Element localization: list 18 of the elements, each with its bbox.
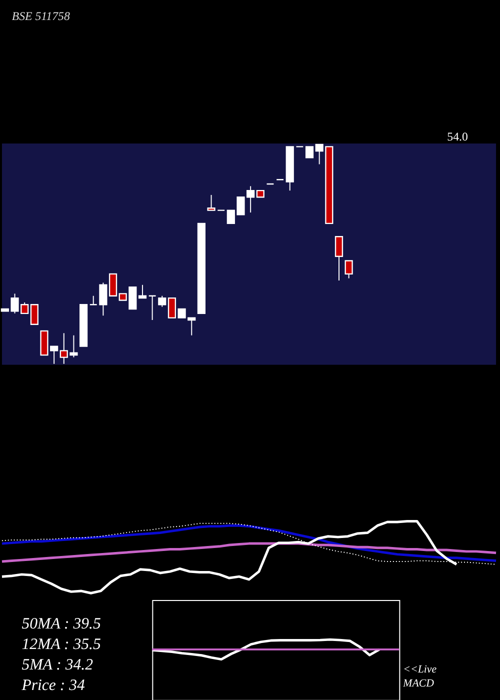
text: 54.0 — [447, 130, 468, 144]
candlestick — [138, 284, 147, 299]
candlestick — [207, 194, 216, 211]
chart-title: BSE 511758 — [12, 8, 70, 23]
candlestick — [89, 295, 98, 306]
candlestick — [158, 295, 166, 308]
text: Price : 34 — [20, 677, 86, 694]
text: 5MA : 34.2 — [22, 656, 94, 674]
candlestick — [108, 273, 118, 296]
candlestick — [305, 146, 314, 158]
candlestick — [99, 282, 108, 316]
candlestick — [148, 295, 156, 320]
candlestick — [30, 304, 38, 325]
text: 12MA : 35.5 — [22, 636, 101, 654]
text: 50MA : 39.5 — [22, 616, 101, 633]
text: <<Live MACD — [402, 664, 437, 690]
candlestick — [334, 236, 344, 281]
candlestick — [344, 260, 353, 279]
